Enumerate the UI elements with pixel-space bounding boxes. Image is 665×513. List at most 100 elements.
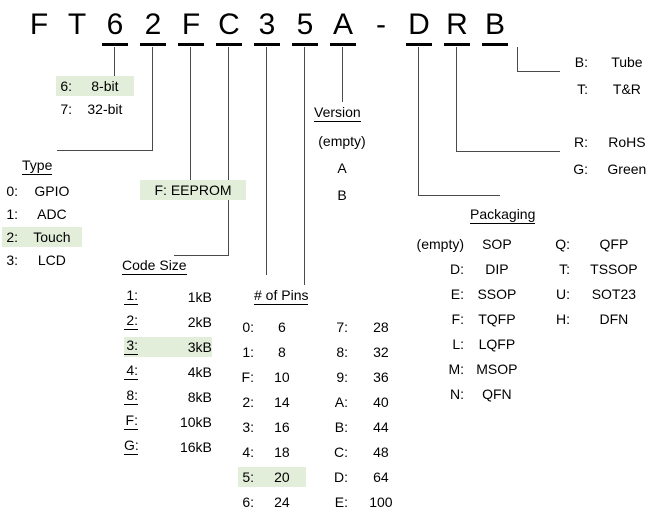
code-size-row-5-key: F: [124, 412, 138, 430]
type-row-3-value: LCD [37, 252, 66, 268]
pins-left-row-0-value: 6 [277, 319, 286, 335]
packaging-left-row-3: F: TQFP [406, 309, 524, 329]
packaging-left-row-6-key: N: [450, 386, 464, 402]
pn-char-10: D [406, 8, 432, 46]
core-row-0-key: 6: [60, 78, 72, 94]
code-size-row-1-key: 2: [124, 312, 138, 330]
code-size-row-6-value: 16kB [179, 439, 212, 455]
pn-char-6: 3 [254, 8, 280, 46]
packaging-left-row-2-key: E: [450, 286, 464, 302]
pins-right-row-2-value: 36 [373, 369, 389, 385]
code-size-row-5: F: 10kB [124, 412, 212, 432]
pn-char-8: A [330, 8, 356, 46]
packing-row-0: B: Tube [570, 52, 662, 72]
code-size-row-6-key: G: [124, 437, 139, 455]
pins-right-row-5: C: 48 [330, 442, 410, 462]
code-size-row-3-value: 4kB [187, 364, 212, 380]
memory-label: F: EEPROM [140, 180, 246, 200]
version-heading: Version [314, 104, 361, 122]
packaging-left-row-6: N: QFN [406, 384, 524, 404]
code-size-row-4-key: 8: [124, 387, 138, 405]
version-row-1: A [337, 160, 347, 176]
pins-left-row-0-key: 0: [242, 319, 254, 335]
pins-right-row-1-value: 32 [373, 344, 389, 360]
pins-left-row-2: F: 10 [238, 367, 306, 387]
packaging-right-row-1-value: TSSOP [590, 261, 638, 277]
leader-line-version [342, 47, 343, 102]
packaging-left-row-2: E: SSOP [406, 284, 524, 304]
greenness-row-0: R: RoHS [570, 132, 662, 152]
packaging-left-row-1-value: DIP [485, 261, 509, 277]
type-row-1-key: 1: [6, 206, 18, 222]
pins-left-row-4-key: 3: [242, 419, 254, 435]
code-size-row-2: 3: 3kB [124, 337, 212, 357]
core-row-0-value: 8-bit [91, 78, 119, 94]
pins-right-row-2: 9: 36 [330, 367, 410, 387]
type-row-1: 1: ADC [2, 204, 82, 224]
packaging-right-row-3: H: DFN [548, 309, 654, 329]
greenness-row-1-key: G: [573, 161, 588, 177]
pn-char-12: B [482, 8, 508, 46]
pn-char-1: T [67, 8, 87, 41]
pins-right-row-3: A: 40 [330, 392, 410, 412]
code-size-heading: Code Size [122, 257, 187, 275]
packaging-left-row-4-value: LQFP [478, 336, 516, 352]
greenness-row-0-value: RoHS [608, 134, 646, 150]
pins-left-row-5: 4: 18 [238, 442, 306, 462]
pn-char-5: C [216, 8, 242, 46]
pins-right-row-4: B: 44 [330, 417, 410, 437]
pins-left-row-4-value: 16 [274, 419, 290, 435]
pins-right-row-0-key: 7: [336, 319, 348, 335]
code-size-row-0-key: 1: [124, 287, 138, 305]
packing-row-0-key: B: [574, 54, 588, 70]
leader-line-type-horizontal [57, 150, 153, 151]
pn-char-0: F [29, 8, 49, 41]
type-row-3-key: 3: [6, 252, 18, 268]
pn-char-11: R [444, 8, 470, 46]
pins-left-row-4: 3: 16 [238, 417, 306, 437]
packaging-heading: Packaging [470, 206, 536, 224]
packaging-left-row-4: L: LQFP [406, 334, 524, 354]
leader-line-packaging-vertical [418, 47, 419, 195]
packaging-left-row-2-value: SSOP [477, 286, 517, 302]
core-row-1-value: 32-bit [87, 101, 123, 117]
pins-right-row-1-key: 8: [336, 344, 348, 360]
packaging-right-row-2: U: SOT23 [548, 284, 654, 304]
packaging-right-row-1: T: TSSOP [548, 259, 654, 279]
packaging-left-row-5-value: MSOP [476, 361, 518, 377]
pins-left-row-2-key: F: [241, 369, 254, 385]
pins-right-row-3-key: A: [334, 394, 348, 410]
packaging-left-row-0-key: (empty) [416, 236, 464, 252]
pn-char-4: F [178, 8, 204, 46]
pins-left-row-0: 0: 6 [238, 317, 306, 337]
code-size-row-2-key: 3: [124, 337, 138, 355]
type-row-2-value: Touch [33, 229, 71, 245]
pins-left-row-7: 6: 24 [238, 492, 306, 512]
leader-line-memory [190, 47, 191, 180]
packaging-left-row-3-value: TQFP [478, 311, 516, 327]
pins-right-row-7-value: 100 [369, 494, 393, 510]
leader-line-codesize-horizontal [174, 255, 229, 256]
pins-left-row-1-key: 1: [242, 344, 254, 360]
leader-line-packing-vertical [517, 47, 518, 71]
packaging-left-row-4-key: L: [452, 336, 464, 352]
pins-left-row-7-key: 6: [242, 494, 254, 510]
version-row-2: B [337, 187, 347, 203]
leader-line-codesize-value [266, 47, 267, 275]
packaging-right-row-1-key: T: [559, 261, 570, 277]
type-row-0-key: 0: [6, 183, 18, 199]
greenness-row-1: G: Green [570, 159, 662, 179]
pins-left-row-3-value: 14 [274, 394, 290, 410]
pins-left-row-5-key: 4: [242, 444, 254, 460]
leader-line-pins [304, 47, 305, 285]
leader-line-type-vertical [152, 47, 153, 150]
pins-right-row-4-value: 44 [373, 419, 389, 435]
packaging-right-row-3-value: DFN [599, 311, 629, 327]
pins-right-row-6: D: 64 [330, 467, 410, 487]
pins-left-row-6-value: 20 [274, 469, 290, 485]
type-row-1-value: ADC [37, 206, 67, 222]
type-heading: Type [22, 157, 53, 175]
pins-left-row-5-value: 18 [274, 444, 290, 460]
packaging-right-row-0: Q: QFP [548, 234, 654, 254]
